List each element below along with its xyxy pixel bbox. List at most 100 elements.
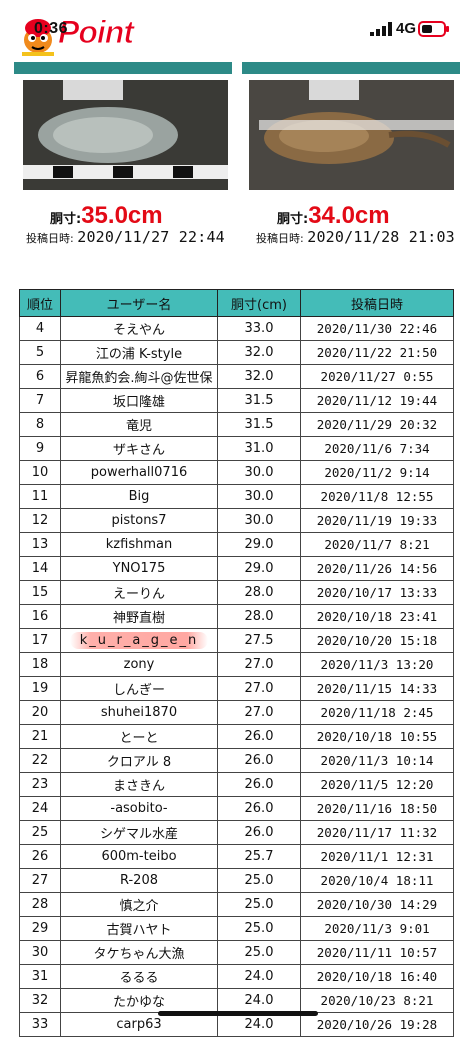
ranking-table: 順位 ユーザー名 胴寸(cm) 投稿日時 4 そえやん 33.0 2020/11/30… [19, 289, 454, 1037]
table-row[interactable]: 24 -asobito- 26.0 2020/11/16 18:50 [19, 796, 454, 821]
user-cell[interactable]: たかゆな [60, 988, 218, 1013]
home-indicator[interactable] [158, 1011, 318, 1016]
size-label: 胴寸: [50, 212, 82, 227]
user-cell[interactable]: シゲマル水産 [60, 820, 218, 845]
size-cell: 32.0 [217, 340, 301, 365]
user-cell[interactable]: 昇龍魚釣会.絢斗@佐世保 [60, 364, 218, 389]
table-row[interactable]: 25 シゲマル水産 26.0 2020/11/17 11:32 [19, 820, 454, 845]
table-row[interactable]: 11 Big 30.0 2020/11/8 12:55 [19, 484, 454, 509]
table-row[interactable]: 15 えーりん 28.0 2020/10/17 13:33 [19, 580, 454, 605]
user-cell[interactable]: そえやん [60, 316, 218, 341]
date-cell: 2020/10/30 14:29 [300, 892, 454, 917]
user-cell[interactable]: kzfishman [60, 532, 218, 557]
user-cell[interactable]: タケちゃん大漁 [60, 940, 218, 965]
user-cell[interactable]: えーりん [60, 580, 218, 605]
table-row[interactable]: 12 pistons7 30.0 2020/11/19 19:33 [19, 508, 454, 533]
date-cell: 2020/10/26 19:28 [300, 1012, 454, 1037]
user-cell[interactable]: 600m-teibo [60, 844, 218, 869]
user-cell[interactable]: shuhei1870 [60, 700, 218, 725]
table-row[interactable]: 21 とーと 26.0 2020/10/18 10:55 [19, 724, 454, 749]
table-row[interactable]: 17 k_u_r_a_g_e_n 27.5 2020/10/20 15:18 [19, 628, 454, 653]
user-cell[interactable]: るるる [60, 964, 218, 989]
table-row[interactable]: 22 クロアル 8 26.0 2020/11/3 10:14 [19, 748, 454, 773]
user-cell[interactable]: zony [60, 652, 218, 677]
table-row[interactable]: 14 YNO175 29.0 2020/11/26 14:56 [19, 556, 454, 581]
battery-icon [418, 21, 449, 37]
size-cell: 25.0 [217, 868, 301, 893]
table-row[interactable]: 13 kzfishman 29.0 2020/11/7 8:21 [19, 532, 454, 557]
rank-cell: 29 [19, 916, 61, 941]
rank-cell: 4 [19, 316, 61, 341]
user-cell[interactable]: 古賀ハヤト [60, 916, 218, 941]
table-row[interactable]: 28 慎之介 25.0 2020/10/30 14:29 [19, 892, 454, 917]
user-cell[interactable]: Big [60, 484, 218, 509]
date-cell: 2020/11/26 14:56 [300, 556, 454, 581]
date-cell: 2020/11/12 19:44 [300, 388, 454, 413]
size-cell: 27.0 [217, 652, 301, 677]
table-row[interactable]: 16 神野直樹 28.0 2020/10/18 23:41 [19, 604, 454, 629]
featured-photo[interactable] [249, 80, 454, 190]
user-cell[interactable]: R-208 [60, 868, 218, 893]
user-cell[interactable]: 坂口隆雄 [60, 388, 218, 413]
col-header-user: ユーザー名 [60, 289, 218, 317]
table-row[interactable]: 33 carp63 24.0 2020/10/26 19:28 [19, 1012, 454, 1037]
rank-cell: 22 [19, 748, 61, 773]
table-row[interactable]: 10 powerhall0716 30.0 2020/11/2 9:14 [19, 460, 454, 485]
network-type: 4G [396, 20, 417, 37]
rank-cell: 10 [19, 460, 61, 485]
table-row[interactable]: 18 zony 27.0 2020/11/3 13:20 [19, 652, 454, 677]
table-row[interactable]: 32 たかゆな 24.0 2020/10/23 8:21 [19, 988, 454, 1013]
highlighted-user[interactable]: k_u_r_a_g_e_n [69, 632, 209, 649]
col-header-size: 胴寸(cm) [217, 289, 301, 317]
table-row[interactable]: 7 坂口隆雄 31.5 2020/11/12 19:44 [19, 388, 454, 413]
size-value: 34.0cm [308, 202, 390, 229]
table-row[interactable]: 26 600m-teibo 25.7 2020/11/1 12:31 [19, 844, 454, 869]
size-cell: 24.0 [217, 1012, 301, 1037]
date-cell: 2020/11/30 22:46 [300, 316, 454, 341]
rank-cell: 23 [19, 772, 61, 797]
date-cell: 2020/10/18 10:55 [300, 724, 454, 749]
user-cell[interactable]: まさきん [60, 772, 218, 797]
featured-photo[interactable] [23, 80, 228, 190]
user-cell[interactable]: 慎之介 [60, 892, 218, 917]
user-cell[interactable]: powerhall0716 [60, 460, 218, 485]
date-cell: 2020/11/11 10:57 [300, 940, 454, 965]
rank-cell: 30 [19, 940, 61, 965]
table-row[interactable]: 6 昇龍魚釣会.絢斗@佐世保 32.0 2020/11/27 0:55 [19, 364, 454, 389]
table-row[interactable]: 8 竜児 31.5 2020/11/29 20:32 [19, 412, 454, 437]
size-cell: 24.0 [217, 964, 301, 989]
user-cell[interactable]: 竜児 [60, 412, 218, 437]
table-row[interactable]: 31 るるる 24.0 2020/10/18 16:40 [19, 964, 454, 989]
size-cell: 26.0 [217, 748, 301, 773]
table-row[interactable]: 19 しんぎー 27.0 2020/11/15 14:33 [19, 676, 454, 701]
date-cell: 2020/10/20 15:18 [300, 628, 454, 653]
rank-cell: 27 [19, 868, 61, 893]
table-row[interactable]: 29 古賀ハヤト 25.0 2020/11/3 9:01 [19, 916, 454, 941]
date-cell: 2020/10/23 8:21 [300, 988, 454, 1013]
table-row[interactable]: 27 R-208 25.0 2020/10/4 18:11 [19, 868, 454, 893]
user-cell[interactable]: クロアル 8 [60, 748, 218, 773]
table-row[interactable]: 9 ザキさん 31.0 2020/11/6 7:34 [19, 436, 454, 461]
user-cell[interactable]: しんぎー [60, 676, 218, 701]
user-cell[interactable]: ザキさん [60, 436, 218, 461]
size-cell: 27.0 [217, 676, 301, 701]
user-cell[interactable]: 江の浦 K-style [60, 340, 218, 365]
table-row[interactable]: 30 タケちゃん大漁 25.0 2020/11/11 10:57 [19, 940, 454, 965]
table-row[interactable]: 20 shuhei1870 27.0 2020/11/18 2:45 [19, 700, 454, 725]
user-cell[interactable]: carp63 [60, 1012, 218, 1037]
user-cell[interactable]: とーと [60, 724, 218, 749]
user-cell[interactable]: pistons7 [60, 508, 218, 533]
user-cell[interactable]: -asobito- [60, 796, 218, 821]
date-cell: 2020/11/17 11:32 [300, 820, 454, 845]
rank-cell: 18 [19, 652, 61, 677]
featured-date: 投稿日時: 2020/11/28 21:03 [256, 228, 455, 246]
rank-cell: 5 [19, 340, 61, 365]
user-cell[interactable]: k_u_r_a_g_e_n [60, 628, 218, 653]
app-logo: Point [8, 8, 138, 56]
size-cell: 25.0 [217, 940, 301, 965]
table-row[interactable]: 5 江の浦 K-style 32.0 2020/11/22 21:50 [19, 340, 454, 365]
table-row[interactable]: 23 まさきん 26.0 2020/11/5 12:20 [19, 772, 454, 797]
user-cell[interactable]: YNO175 [60, 556, 218, 581]
table-row[interactable]: 4 そえやん 33.0 2020/11/30 22:46 [19, 316, 454, 341]
user-cell[interactable]: 神野直樹 [60, 604, 218, 629]
